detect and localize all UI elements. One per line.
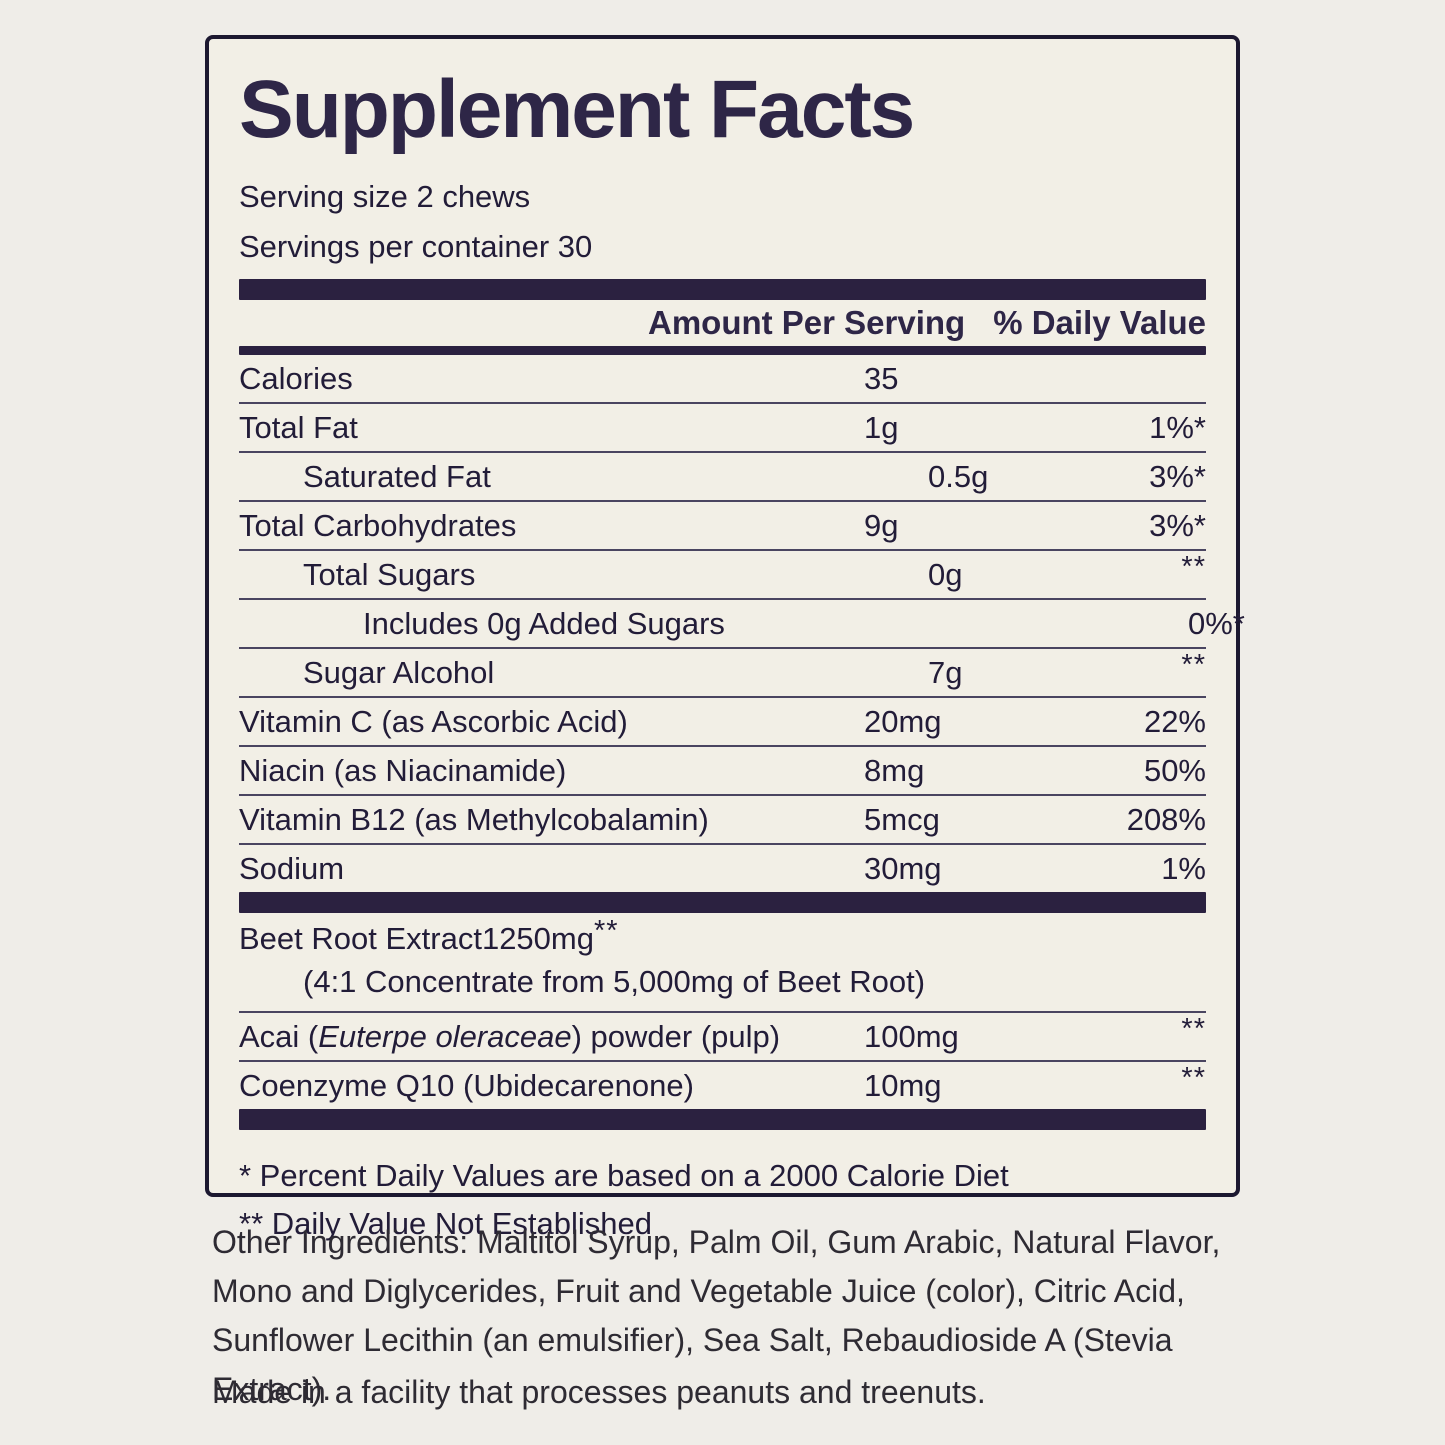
- divider-bar-middle: [239, 892, 1206, 913]
- nutrient-amount: 0g: [928, 556, 963, 592]
- nutrient-name: Includes 0g Added Sugars: [363, 605, 725, 641]
- nutrient-amount: 100mg: [864, 1018, 959, 1054]
- nutrient-subnote: (4:1 Concentrate from 5,000mg of Beet Ro…: [303, 964, 926, 999]
- nutrient-daily-value: **: [1181, 1061, 1206, 1094]
- column-headers: Amount Per Serving % Daily Value: [239, 300, 1206, 346]
- nutrient-name: Total Fat: [239, 409, 358, 445]
- nutrient-daily-value: **: [1181, 648, 1206, 681]
- nutrient-daily-value: 3%*: [1149, 458, 1206, 494]
- divider-bar-bottom: [239, 1109, 1206, 1130]
- nutrient-amount: 20mg: [864, 703, 942, 739]
- nutrient-daily-value: **: [1181, 550, 1206, 583]
- nutrient-name: Vitamin C (as Ascorbic Acid): [239, 703, 628, 739]
- table-row: Includes 0g Added Sugars 0%*: [239, 600, 1245, 649]
- nutrient-name: Total Sugars: [303, 556, 476, 592]
- nutrient-daily-value: **: [593, 915, 619, 947]
- nutrient-daily-value: 208%: [1126, 801, 1206, 837]
- nutrient-amount: 1g: [864, 409, 899, 445]
- nutrient-amount: 0.5g: [928, 458, 989, 494]
- footnotes: * Percent Daily Values are based on a 20…: [239, 1152, 1206, 1248]
- nutrient-name: Coenzyme Q10 (Ubidecarenone): [239, 1067, 694, 1103]
- supplement-facts-panel: Supplement Facts Serving size 2 chews Se…: [205, 35, 1245, 1241]
- nutrient-amount: 35: [864, 360, 899, 396]
- nutrient-amount: 1250mg: [481, 921, 594, 956]
- allergen-notice: Made in a facility that processes peanut…: [212, 1374, 986, 1410]
- table-row: Sodium 30mg 1%: [239, 845, 1206, 892]
- panel-title: Supplement Facts: [239, 64, 915, 155]
- table-row: Coenzyme Q10 (Ubidecarenone) 10mg **: [239, 1062, 1206, 1109]
- table-row: Vitamin B12 (as Methylcobalamin) 5mcg 20…: [239, 796, 1206, 845]
- other-ingredients: Other Ingredients: Maltitol Syrup, Palm …: [212, 1224, 1221, 1407]
- daily-value-column-header: % Daily Value: [993, 304, 1206, 341]
- nutrient-name: Niacin (as Niacinamide): [239, 752, 567, 788]
- table-row: Beet Root Extract 1250mg ** (4:1 Concent…: [239, 913, 1206, 1013]
- divider-bar-top: [239, 279, 1206, 300]
- table-row: Total Fat 1g 1%*: [239, 404, 1206, 453]
- nutrient-amount: 7g: [928, 654, 963, 690]
- nutrient-amount: 8mg: [864, 752, 925, 788]
- nutrient-amount: 9g: [864, 507, 899, 543]
- servings-per-container: Servings per container 30: [239, 229, 593, 264]
- nutrient-name: Sodium: [239, 850, 345, 886]
- nutrient-amount: 30mg: [864, 850, 942, 886]
- nutrient-amount: 10mg: [864, 1067, 942, 1103]
- nutrient-name: Beet Root Extract: [239, 921, 482, 956]
- botanical-table: Beet Root Extract 1250mg ** (4:1 Concent…: [239, 913, 1206, 1109]
- nutrient-daily-value: **: [1181, 1012, 1206, 1045]
- footnote-dv-basis: * Percent Daily Values are based on a 20…: [239, 1158, 1009, 1193]
- table-row: Niacin (as Niacinamide) 8mg 50%: [239, 747, 1206, 796]
- table-row: Total Carbohydrates 9g 3%*: [239, 502, 1206, 551]
- nutrient-name: Vitamin B12 (as Methylcobalamin): [239, 801, 709, 837]
- table-row: Sugar Alcohol 7g **: [239, 649, 1206, 698]
- nutrient-name: Calories: [239, 360, 353, 396]
- nutrient-table: Calories 35 Total Fat 1g 1%* Saturated F…: [239, 355, 1245, 892]
- serving-size: Serving size 2 chews: [239, 179, 531, 214]
- nutrient-daily-value: 50%: [1143, 752, 1206, 788]
- amount-column-header: Amount Per Serving: [647, 304, 966, 341]
- nutrient-daily-value: 0%*: [1188, 605, 1245, 641]
- table-row: Saturated Fat 0.5g 3%*: [239, 453, 1206, 502]
- nutrient-name: Acai (Euterpe oleraceae) powder (pulp): [239, 1018, 781, 1054]
- table-row: Calories 35: [239, 355, 1206, 404]
- table-row: Total Sugars 0g **: [239, 551, 1206, 600]
- nutrient-daily-value: 1%: [1161, 850, 1206, 886]
- nutrient-name: Total Carbohydrates: [239, 507, 517, 543]
- nutrient-amount: 5mcg: [864, 801, 940, 837]
- nutrient-name: Saturated Fat: [303, 458, 491, 494]
- nutrient-name: Sugar Alcohol: [303, 654, 495, 690]
- nutrient-daily-value: 22%: [1143, 703, 1206, 739]
- nutrient-daily-value: 3%*: [1149, 507, 1206, 543]
- footnote-dv-not-established: ** Daily Value Not Established: [239, 1206, 652, 1241]
- nutrient-daily-value: 1%*: [1149, 409, 1206, 445]
- divider-bar-header: [239, 346, 1206, 355]
- table-row: Acai (Euterpe oleraceae) powder (pulp) 1…: [239, 1013, 1206, 1062]
- table-row: Vitamin C (as Ascorbic Acid) 20mg 22%: [239, 698, 1206, 747]
